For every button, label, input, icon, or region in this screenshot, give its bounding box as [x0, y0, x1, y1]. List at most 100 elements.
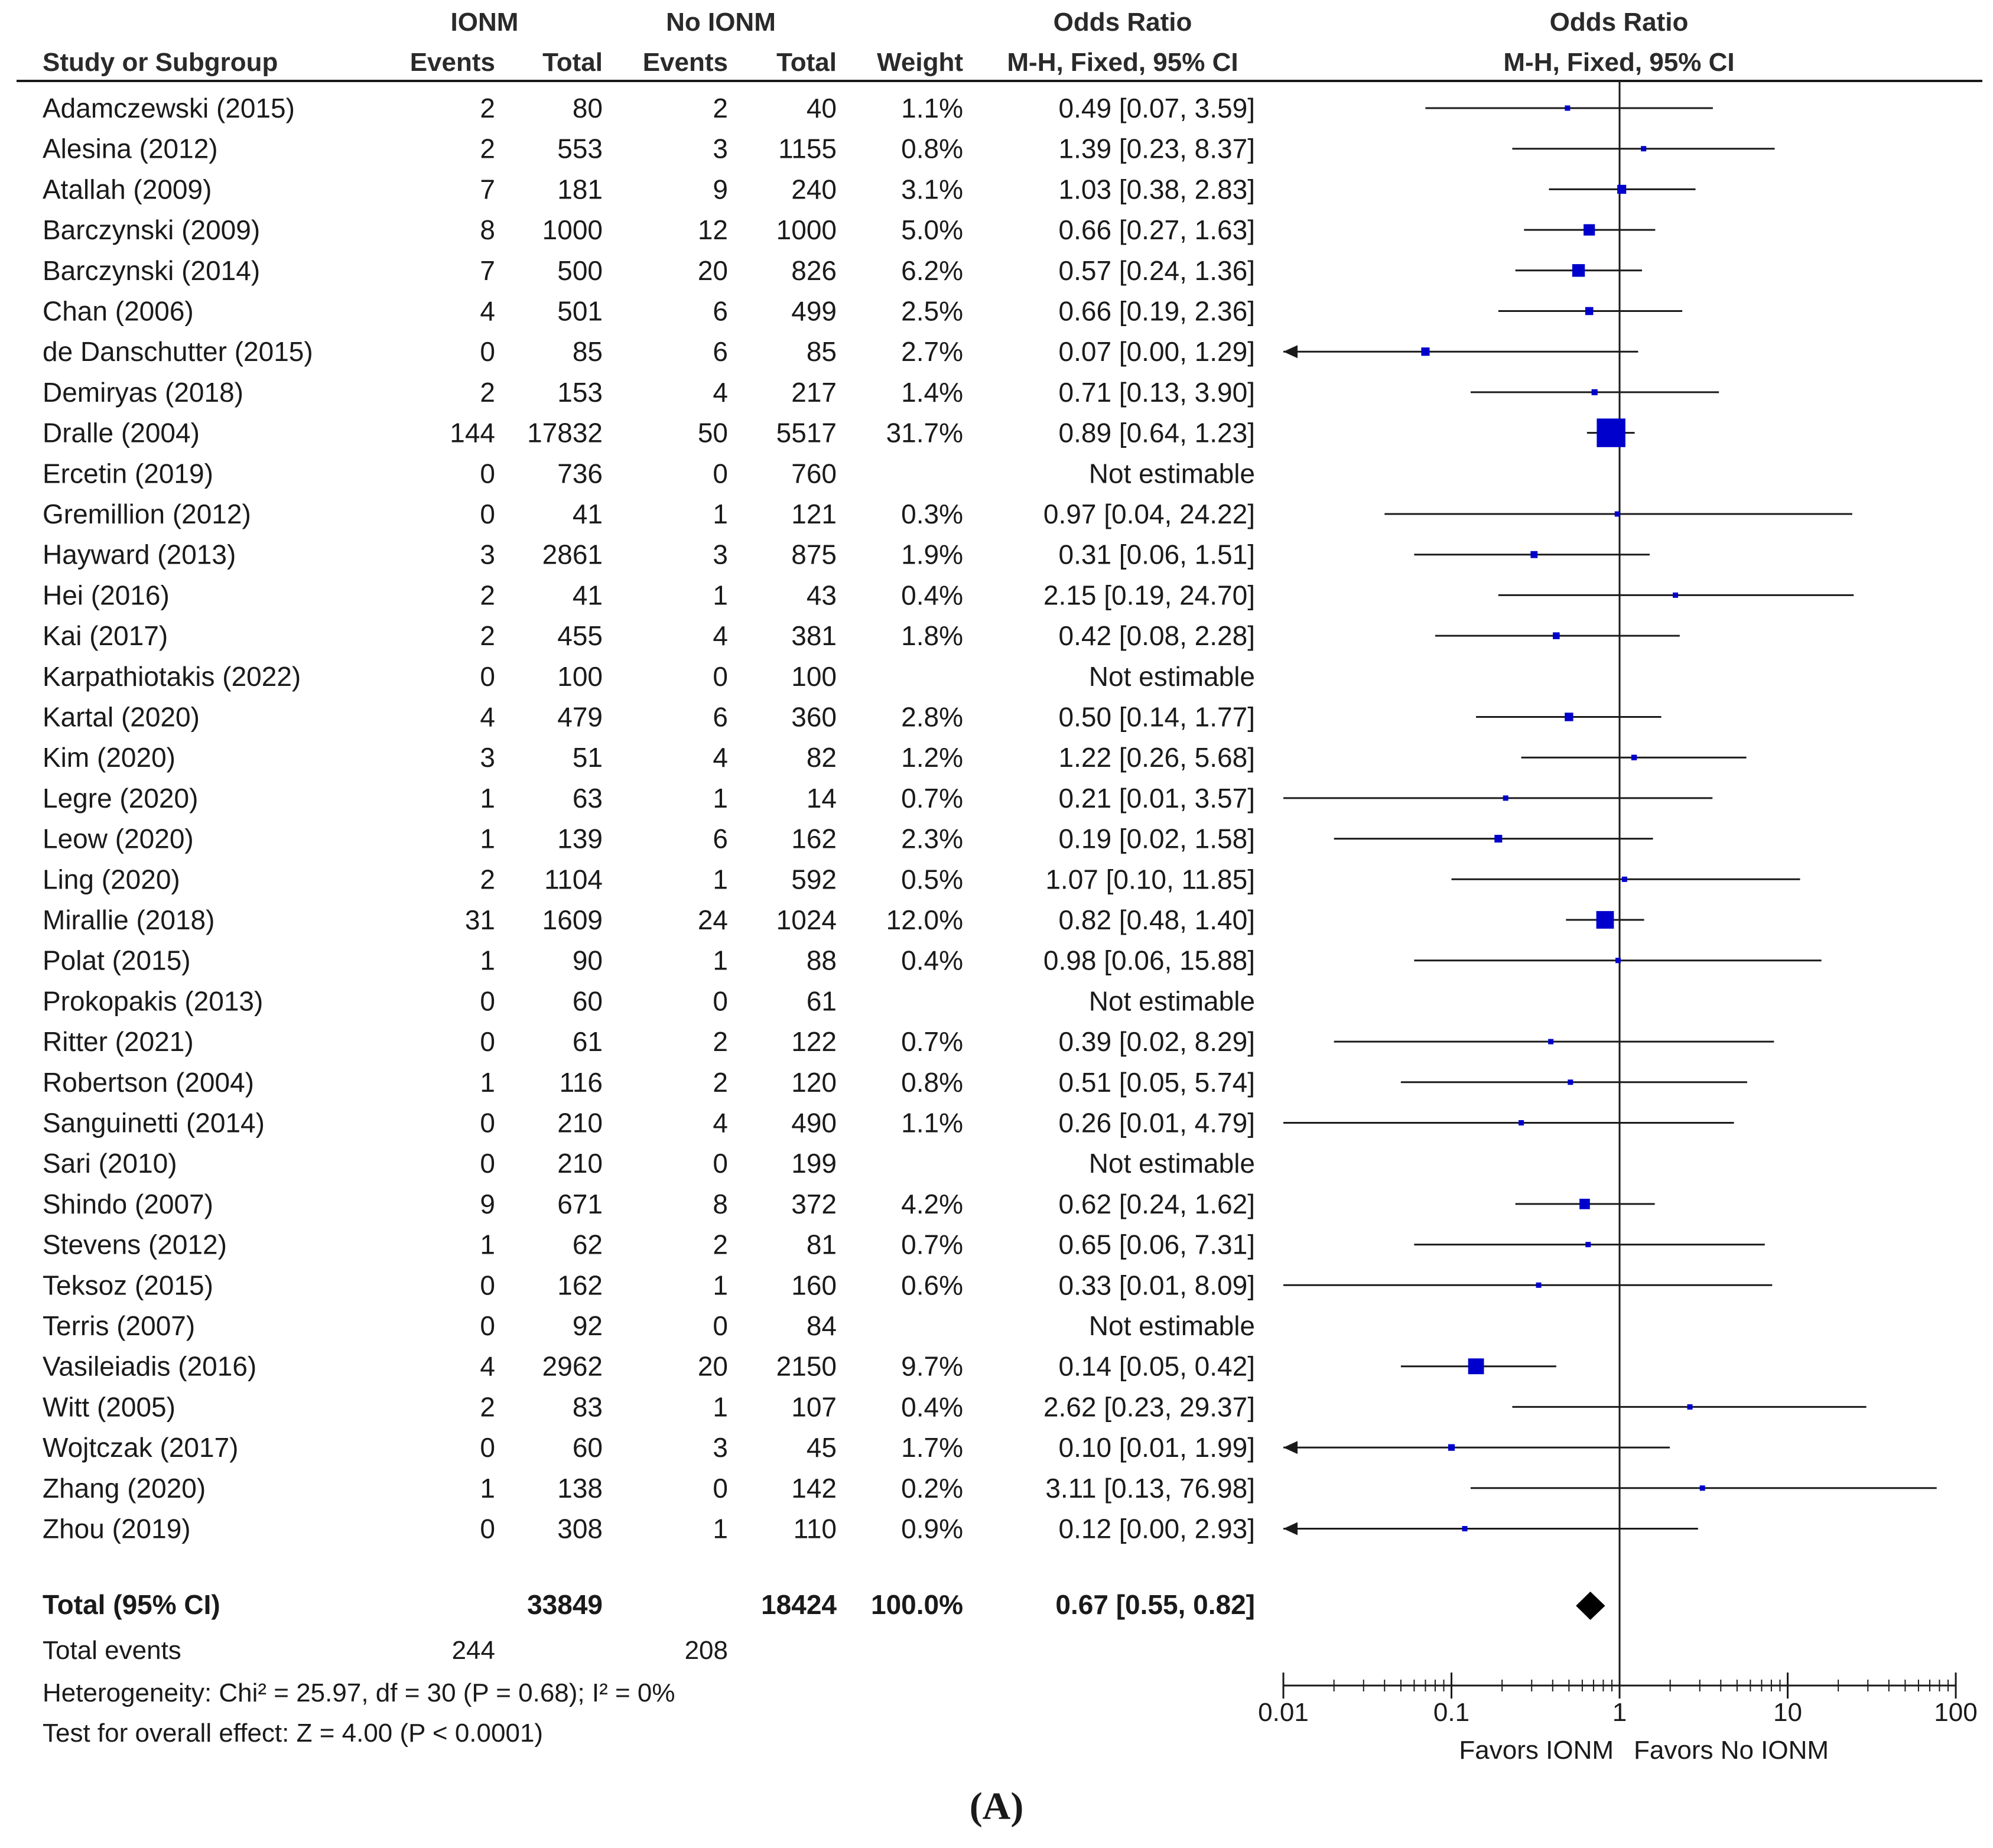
no-ionm-events: 2 [713, 93, 728, 123]
ionm-events: 2 [480, 377, 495, 408]
ionm-events: 0 [480, 1310, 495, 1341]
ionm-events: 0 [480, 1514, 495, 1544]
weight-header: Weight [877, 48, 963, 77]
or-ci-text: 0.10 [0.01, 1.99] [1059, 1432, 1256, 1463]
ionm-total: 308 [557, 1514, 603, 1544]
ionm-total: 500 [557, 255, 603, 286]
plot-area: 0.01 0.1 1 10 100 Favors IONM Favors No IONM [1258, 81, 1978, 1765]
study-marker [1448, 1444, 1455, 1451]
or-ci-text: 0.26 [0.01, 4.79] [1059, 1108, 1256, 1138]
study-marker [1596, 911, 1614, 929]
table-row: Ercetin (2019) 0 736 0 760 Not estimable [43, 458, 1255, 489]
no-ionm-total: 592 [791, 864, 837, 894]
ionm-events: 1 [480, 945, 495, 976]
no-ionm-events: 4 [713, 742, 728, 773]
weight-value: 1.8% [901, 620, 963, 651]
ionm-events: 9 [480, 1189, 495, 1219]
no-ionm-events: 3 [713, 1432, 728, 1463]
study-name: Demiryas (2018) [43, 377, 243, 408]
or-column-method: M-H, Fixed, 95% CI [1007, 48, 1238, 77]
no-ionm-events: 0 [713, 1473, 728, 1504]
weight-value: 0.7% [901, 783, 963, 814]
ionm-events: 0 [480, 1108, 495, 1138]
study-name: Legre (2020) [43, 783, 198, 814]
no-ionm-events: 3 [713, 134, 728, 164]
no-ionm-events: 6 [713, 336, 728, 367]
no-ionm-total: 372 [791, 1189, 837, 1219]
study-marker [1673, 592, 1679, 598]
ionm-events: 0 [480, 1270, 495, 1300]
total-label: Total (95% CI) [43, 1589, 220, 1620]
ionm-events: 2 [480, 580, 495, 610]
ionm-total: 162 [557, 1270, 603, 1300]
study-name: Zhou (2019) [43, 1514, 191, 1544]
no-ionm-events: 6 [713, 824, 728, 854]
weight-value: 5.0% [901, 214, 963, 245]
study-name: Hayward (2013) [43, 539, 236, 570]
weight-value: 1.1% [901, 1108, 963, 1138]
ionm-total: 1609 [542, 905, 603, 935]
ionm-total: 92 [573, 1310, 603, 1341]
no-ionm-total: 162 [791, 824, 837, 854]
table-row: Kim (2020) 3 51 4 82 1.2% 1.22 [0.26, 5.68] [43, 742, 1255, 773]
weight-value: 0.4% [901, 945, 963, 976]
x-tick-label: 100 [1934, 1698, 1977, 1727]
study-name: Chan (2006) [43, 296, 194, 327]
x-tick-label: 1 [1612, 1698, 1627, 1727]
table-row: Demiryas (2018) 2 153 4 217 1.4% 0.71 [0.13, 3… [43, 377, 1255, 408]
ionm-events: 0 [480, 661, 495, 692]
no-ionm-total: 381 [791, 620, 837, 651]
study-name: Hei (2016) [43, 580, 170, 610]
or-ci-text: 0.49 [0.07, 3.59] [1059, 93, 1256, 123]
no-ionm-total: 875 [791, 539, 837, 570]
study-marker [1572, 264, 1585, 277]
weight-value: 9.7% [901, 1351, 963, 1382]
table-row: de Danschutter (2015) 0 85 6 85 2.7% 0.07 [0.0… [43, 336, 1255, 367]
table-row: Zhou (2019) 0 308 1 110 0.9% 0.12 [0.00, 2.93] [43, 1514, 1255, 1544]
no-ionm-total: 240 [791, 174, 837, 204]
or-ci-text: 0.31 [0.06, 1.51] [1059, 539, 1256, 570]
ionm-events: 2 [480, 620, 495, 651]
no-ionm-total: 1024 [776, 905, 837, 935]
ionm-total: 90 [573, 945, 603, 976]
table-row: Robertson (2004) 1 116 2 120 0.8% 0.51 [0.05, … [43, 1067, 1255, 1098]
study-marker [1641, 146, 1647, 152]
ionm-total: 61 [573, 1026, 603, 1057]
ionm-total: 501 [557, 296, 603, 327]
ionm-events: 4 [480, 1351, 495, 1382]
ionm-events: 1 [480, 824, 495, 854]
x-axis: 0.01 0.1 1 10 100 Favors IONM Favors No IONM [1258, 1673, 1978, 1765]
weight-value: 2.7% [901, 336, 963, 367]
weight-value: 2.5% [901, 296, 963, 327]
or-ci-text: 0.12 [0.00, 2.93] [1059, 1514, 1256, 1544]
ionm-events: 0 [480, 1148, 495, 1179]
no-ionm-total: 110 [794, 1514, 837, 1544]
ionm-total: 553 [557, 134, 603, 164]
no-ionm-events: 0 [713, 1148, 728, 1179]
weight-value: 2.8% [901, 702, 963, 733]
ionm-events: 1 [480, 1229, 495, 1260]
weight-value: 1.4% [901, 377, 963, 408]
no-ionm-total: 107 [791, 1391, 837, 1422]
table-row: Polat (2015) 1 90 1 88 0.4% 0.98 [0.06, 15.88] [43, 945, 1255, 976]
overall-effect-text: Test for overall effect: Z = 4.00 (P < 0… [43, 1719, 543, 1748]
study-marker [1548, 1039, 1554, 1045]
table-row: Adamczewski (2015) 2 80 2 40 1.1% 0.49 [0.07, … [43, 93, 1255, 123]
ionm-events: 2 [480, 134, 495, 164]
no-ionm-events: 1 [713, 1514, 728, 1544]
no-ionm-total: 490 [791, 1108, 837, 1138]
ionm-events: 144 [450, 418, 495, 448]
no-ionm-total: 82 [807, 742, 837, 773]
study-name: Robertson (2004) [43, 1067, 254, 1098]
no-ionm-total: 360 [791, 702, 837, 733]
ionm-total: 62 [573, 1229, 603, 1260]
weight-value: 6.2% [901, 255, 963, 286]
ionm-total: 60 [573, 1432, 603, 1463]
no-ionm-total: 100 [791, 661, 837, 692]
table-row: Dralle (2004) 144 17832 50 5517 31.7% 0.89 [0.… [43, 418, 1255, 448]
weight-value: 2.3% [901, 824, 963, 854]
or-ci-text: 2.15 [0.19, 24.70] [1043, 580, 1255, 610]
no-ionm-events: 2 [713, 1067, 728, 1098]
no-ionm-events: 0 [713, 661, 728, 692]
